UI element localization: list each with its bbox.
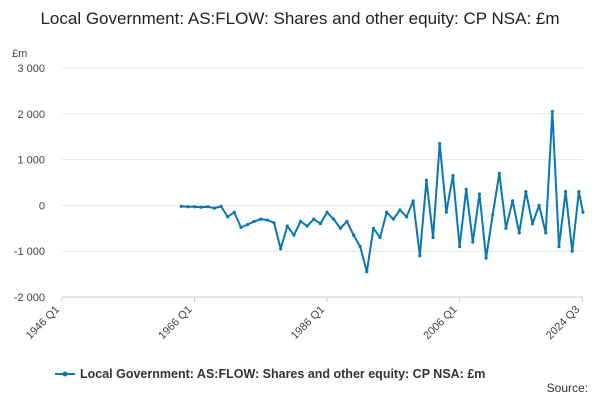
x-tick-label: 1966 Q1	[156, 304, 194, 342]
data-point[interactable]	[325, 210, 329, 214]
data-point[interactable]	[265, 218, 270, 222]
data-point[interactable]	[570, 249, 574, 253]
y-tick-label: 0	[39, 200, 45, 212]
legend-marker	[62, 371, 68, 377]
data-point[interactable]	[497, 171, 501, 175]
data-point[interactable]	[457, 245, 462, 249]
data-point[interactable]	[371, 226, 376, 230]
data-point[interactable]	[504, 226, 508, 230]
data-point[interactable]	[438, 141, 442, 146]
legend[interactable]: Local Government: AS:FLOW: Shares and ot…	[55, 367, 485, 381]
data-point[interactable]	[259, 217, 263, 221]
data-point[interactable]	[431, 235, 435, 240]
data-point[interactable]	[206, 205, 210, 209]
source-label: Source:	[546, 381, 588, 395]
data-point[interactable]	[338, 226, 342, 230]
data-point[interactable]	[252, 219, 256, 224]
y-tick-label: 3 000	[17, 63, 45, 75]
data-point[interactable]	[279, 247, 283, 251]
x-tick-label: 2006 Q1	[421, 304, 459, 342]
x-tick-label: 1986 Q1	[289, 304, 327, 342]
data-point[interactable]	[272, 221, 276, 225]
data-point[interactable]	[471, 240, 475, 244]
y-tick-label: -2 000	[14, 292, 45, 304]
data-point[interactable]	[444, 210, 448, 214]
data-point[interactable]	[557, 245, 561, 249]
data-point[interactable]	[524, 190, 528, 194]
data-point[interactable]	[179, 204, 183, 208]
data-point[interactable]	[477, 192, 482, 196]
data-point[interactable]	[451, 174, 455, 178]
data-point[interactable]	[544, 231, 548, 235]
data-point[interactable]	[385, 210, 389, 214]
data-point[interactable]	[581, 210, 585, 214]
data-point[interactable]	[391, 217, 395, 221]
data-point[interactable]	[404, 215, 409, 219]
data-point[interactable]	[564, 190, 568, 194]
data-point[interactable]	[464, 187, 468, 191]
grid-lines	[62, 67, 583, 252]
data-point[interactable]	[318, 222, 323, 226]
data-point[interactable]	[232, 210, 236, 214]
data-point[interactable]	[398, 208, 402, 212]
y-tick-label: 2 000	[17, 109, 45, 121]
data-point[interactable]	[219, 204, 223, 208]
data-point[interactable]	[312, 217, 316, 221]
data-point[interactable]	[418, 254, 422, 258]
data-point[interactable]	[345, 219, 349, 224]
data-point[interactable]	[530, 222, 535, 226]
data-point[interactable]	[285, 224, 289, 228]
series-layer	[179, 109, 585, 274]
data-point[interactable]	[358, 245, 362, 249]
data-point[interactable]	[484, 256, 488, 260]
data-point[interactable]	[292, 233, 296, 237]
legend-label: Local Government: AS:FLOW: Shares and ot…	[80, 367, 485, 381]
data-point[interactable]	[365, 270, 369, 274]
data-point[interactable]	[245, 223, 250, 227]
data-point[interactable]	[537, 203, 541, 207]
y-tick-label: 1 000	[17, 155, 45, 167]
data-point[interactable]	[510, 199, 515, 203]
data-point[interactable]	[332, 217, 336, 221]
y-axis-ticks: 3 000 2 000 1 000 0 -1 000 -2 000	[14, 63, 45, 304]
data-point[interactable]	[424, 178, 429, 182]
data-point[interactable]	[351, 233, 356, 237]
series-line	[181, 110, 584, 273]
chart-title: Local Government: AS:FLOW: Shares and ot…	[40, 9, 560, 28]
data-point[interactable]	[212, 206, 217, 210]
data-point[interactable]	[491, 212, 495, 217]
y-tick-label: -1 000	[14, 246, 45, 258]
data-point[interactable]	[239, 225, 243, 229]
data-point[interactable]	[305, 224, 309, 228]
data-point[interactable]	[577, 190, 581, 194]
x-axis: 1946 Q1 1966 Q1 1986 Q1 2006 Q1 2024 Q3	[24, 296, 583, 342]
data-point[interactable]	[186, 205, 190, 209]
x-tick-label: 1946 Q1	[24, 304, 62, 342]
data-point[interactable]	[378, 235, 382, 240]
data-point[interactable]	[517, 231, 521, 235]
data-point[interactable]	[411, 199, 415, 203]
data-point[interactable]	[226, 215, 230, 219]
y-axis-unit: £m	[12, 48, 27, 60]
data-point[interactable]	[298, 219, 303, 224]
data-point[interactable]	[550, 109, 554, 114]
data-point[interactable]	[199, 205, 203, 209]
x-tick-label: 2024 Q3	[544, 304, 582, 342]
data-point[interactable]	[192, 205, 197, 209]
